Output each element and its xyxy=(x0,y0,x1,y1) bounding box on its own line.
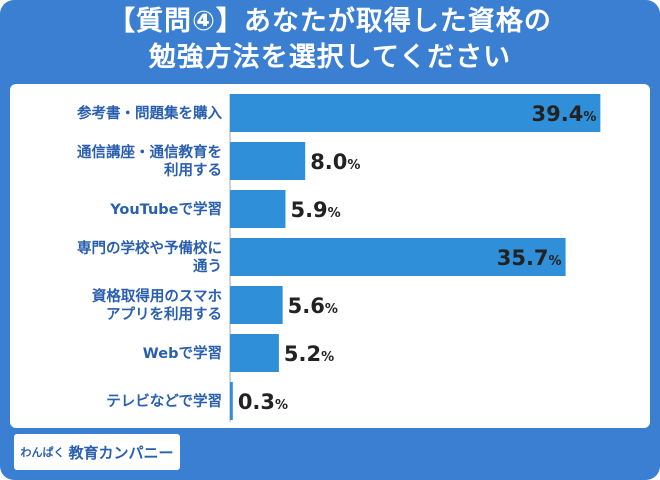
category-label-1-0: 通信講座・通信教育を xyxy=(77,143,222,161)
bar-5 xyxy=(230,334,279,372)
bar-6 xyxy=(230,382,233,420)
bar-4 xyxy=(230,286,283,324)
value-label-0: 39.4% xyxy=(532,102,597,126)
category-label-2-0: YouTubeで学習 xyxy=(109,200,222,218)
title-line-2: 勉強方法を選択してください xyxy=(148,42,512,73)
company-logo: わんぱく 教育カンパニー xyxy=(14,434,180,470)
value-label-1: 8.0% xyxy=(310,150,360,174)
value-label-3: 35.7% xyxy=(497,246,562,270)
value-label-2: 5.9% xyxy=(290,198,340,222)
category-label-4-0: 資格取得用のスマホ xyxy=(92,287,222,305)
logo-text: 教育カンパニー xyxy=(68,443,174,462)
value-label-4: 5.6% xyxy=(288,294,338,318)
category-label-3-0: 専門の学校や予備校に xyxy=(77,239,222,257)
value-label-5: 5.2% xyxy=(284,342,334,366)
category-label-6-0: テレビなどで学習 xyxy=(106,392,222,410)
value-label-6: 0.3% xyxy=(238,390,288,414)
bar-1 xyxy=(230,142,306,180)
bar-3 xyxy=(230,238,566,276)
chart-title: 【質問④】あなたが取得した資格の 勉強方法を選択してください xyxy=(0,4,660,76)
bar-0 xyxy=(230,94,601,132)
logo-prefix: わんぱく xyxy=(20,446,65,459)
category-label-4-1: アプリを利用する xyxy=(106,305,222,323)
title-line-1: 【質問④】あなたが取得した資格の xyxy=(108,6,552,37)
category-label-5-0: Webで学習 xyxy=(143,344,222,362)
category-label-3-1: 通う xyxy=(193,258,222,275)
category-label-0-0: 参考書・問題集を購入 xyxy=(77,104,222,122)
bar-2 xyxy=(230,190,286,228)
category-label-1-1: 利用する xyxy=(164,161,222,179)
